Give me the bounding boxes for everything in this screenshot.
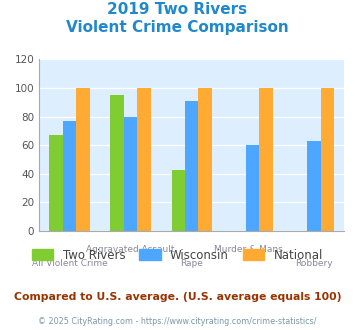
Legend: Two Rivers, Wisconsin, National: Two Rivers, Wisconsin, National xyxy=(27,244,328,266)
Text: 2019 Two Rivers: 2019 Two Rivers xyxy=(108,2,247,16)
Text: Murder & Mans...: Murder & Mans... xyxy=(214,245,291,254)
Bar xyxy=(307,141,321,231)
Bar xyxy=(198,88,212,231)
Bar xyxy=(63,121,76,231)
Bar xyxy=(260,88,273,231)
Text: Compared to U.S. average. (U.S. average equals 100): Compared to U.S. average. (U.S. average … xyxy=(14,292,341,302)
Text: Aggravated Assault: Aggravated Assault xyxy=(86,245,175,254)
Bar xyxy=(110,95,124,231)
Text: All Violent Crime: All Violent Crime xyxy=(32,259,108,268)
Bar xyxy=(49,135,63,231)
Bar xyxy=(171,170,185,231)
Text: Violent Crime Comparison: Violent Crime Comparison xyxy=(66,20,289,35)
Bar xyxy=(185,101,198,231)
Bar xyxy=(321,88,334,231)
Bar xyxy=(76,88,90,231)
Bar xyxy=(137,88,151,231)
Text: Robbery: Robbery xyxy=(295,259,333,268)
Text: © 2025 CityRating.com - https://www.cityrating.com/crime-statistics/: © 2025 CityRating.com - https://www.city… xyxy=(38,317,317,326)
Bar xyxy=(246,145,260,231)
Bar xyxy=(124,116,137,231)
Text: Rape: Rape xyxy=(180,259,203,268)
